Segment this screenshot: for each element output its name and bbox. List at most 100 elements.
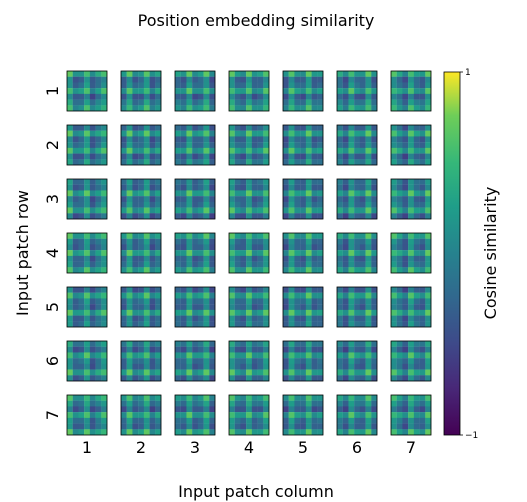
heatmap-cell: [359, 159, 366, 166]
heatmap-cell: [234, 406, 241, 413]
heatmap-cell: [371, 406, 378, 413]
heatmap-cell: [78, 190, 85, 197]
heatmap-cell: [203, 179, 210, 185]
heatmap-cell: [402, 153, 409, 160]
heatmap-cell: [246, 201, 252, 208]
heatmap-cell: [67, 400, 73, 407]
heatmap-cell: [89, 363, 96, 370]
heatmap-cell: [348, 375, 355, 382]
heatmap-cell: [251, 196, 258, 202]
heatmap-cell: [180, 255, 187, 262]
heatmap-cell: [311, 412, 318, 418]
heatmap-cell: [263, 76, 270, 83]
heatmap-cell: [305, 213, 312, 220]
heatmap-cell: [197, 417, 204, 424]
heatmap-cell: [342, 417, 349, 424]
heatmap-cell: [229, 179, 235, 185]
heatmap-cell: [72, 309, 79, 316]
heatmap-cell: [283, 346, 289, 353]
heatmap-cell: [209, 71, 216, 77]
heatmap-cell: [78, 363, 85, 370]
heatmap-cell: [337, 346, 343, 353]
heatmap-cell: [402, 417, 409, 424]
heatmap-cell: [209, 238, 216, 245]
heatmap-cell: [95, 255, 102, 262]
y-tick-label: 6: [43, 356, 62, 366]
map-frame: [120, 394, 162, 436]
heatmap-cell: [288, 321, 295, 328]
heatmap-cell: [84, 99, 90, 106]
heatmap-cell: [84, 321, 90, 328]
heatmap-cell: [149, 429, 156, 436]
heatmap-cell: [186, 346, 193, 353]
heatmap-cell: [342, 267, 349, 274]
heatmap-cell: [197, 130, 204, 137]
heatmap-cell: [84, 88, 90, 94]
heatmap-cell: [337, 315, 343, 322]
heatmap-cell: [175, 82, 181, 89]
heatmap-cell: [402, 76, 409, 83]
heatmap-cell: [365, 412, 372, 418]
heatmap-cell: [396, 82, 403, 89]
heatmap-cell: [263, 423, 270, 430]
heatmap-cell: [78, 423, 85, 430]
heatmap-cell: [155, 261, 162, 268]
heatmap-cell: [192, 184, 198, 191]
heatmap-cell: [138, 309, 144, 316]
heatmap-cell: [67, 82, 73, 89]
heatmap-cell: [408, 244, 414, 251]
heatmap-cell: [251, 153, 258, 160]
heatmap-cell: [402, 244, 409, 251]
heatmap-cell: [371, 184, 378, 191]
heatmap-cell: [300, 196, 306, 202]
similarity-map-r6-c2: [120, 340, 162, 382]
heatmap-cell: [365, 267, 372, 274]
heatmap-cell: [337, 105, 343, 112]
similarity-map-r4-c4: [228, 232, 270, 274]
heatmap-cell: [408, 346, 414, 353]
heatmap-cell: [246, 423, 252, 430]
heatmap-cell: [155, 99, 162, 106]
heatmap-cell: [246, 412, 252, 418]
heatmap-cell: [359, 369, 366, 376]
heatmap-cell: [67, 255, 73, 262]
heatmap-cell: [425, 250, 432, 256]
heatmap-cell: [84, 196, 90, 202]
heatmap-cell: [371, 423, 378, 430]
heatmap-cell: [121, 142, 127, 148]
heatmap-cell: [337, 82, 343, 89]
heatmap-cell: [143, 292, 150, 299]
heatmap-cell: [180, 238, 187, 245]
heatmap-cell: [305, 201, 312, 208]
heatmap-cell: [192, 250, 198, 256]
heatmap-cell: [143, 267, 150, 274]
heatmap-cell: [419, 153, 426, 160]
heatmap-cell: [149, 292, 156, 299]
heatmap-cell: [89, 244, 96, 251]
heatmap-cell: [209, 423, 216, 430]
heatmap-cell: [396, 125, 403, 131]
heatmap-cell: [294, 125, 301, 131]
heatmap-cell: [413, 341, 420, 347]
heatmap-cell: [342, 88, 349, 94]
heatmap-cell: [396, 136, 403, 143]
heatmap-cell: [294, 207, 301, 214]
map-frame: [66, 286, 108, 328]
heatmap-cell: [408, 76, 414, 83]
heatmap-cell: [402, 88, 409, 94]
heatmap-cell: [175, 292, 181, 299]
heatmap-cell: [138, 88, 144, 94]
heatmap-cell: [288, 99, 295, 106]
heatmap-cell: [138, 250, 144, 256]
heatmap-cell: [371, 417, 378, 424]
heatmap-cell: [257, 82, 264, 89]
heatmap-cell: [413, 267, 420, 274]
heatmap-cell: [311, 159, 318, 166]
heatmap-cell: [391, 88, 397, 94]
heatmap-cell: [311, 375, 318, 382]
heatmap-cell: [317, 179, 324, 185]
heatmap-cell: [365, 125, 372, 131]
heatmap-cell: [311, 207, 318, 214]
heatmap-cell: [155, 321, 162, 328]
heatmap-cell: [72, 196, 79, 202]
